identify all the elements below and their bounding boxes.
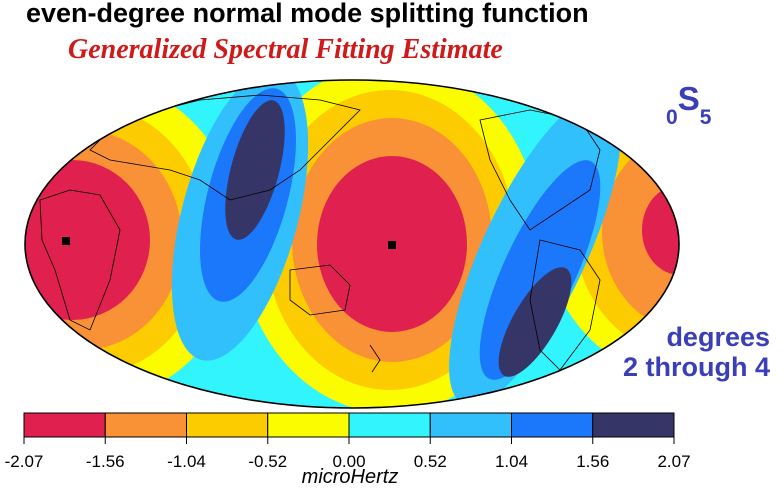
figure-title: even-degree normal mode splitting functi… xyxy=(26,0,589,28)
colorbar xyxy=(23,412,675,444)
colorbar-swatch xyxy=(429,412,512,438)
mode-degree: 5 xyxy=(699,106,712,129)
coastlines xyxy=(39,94,601,373)
degrees-note-line1: degrees xyxy=(666,322,770,352)
colorbar-swatch xyxy=(186,412,269,438)
colorbar-tick-label: 1.56 xyxy=(576,452,610,471)
map-border xyxy=(24,79,680,409)
figure-subtitle: Generalized Spectral Fitting Estimate xyxy=(68,34,503,65)
colorbar-swatch xyxy=(23,412,106,438)
colorbar-tick-label: -1.56 xyxy=(85,452,125,471)
mode-label: 0S5 xyxy=(666,80,711,129)
colorbar-unit-label: microHertz xyxy=(301,466,399,488)
colorbar-tick-label: 0.00 xyxy=(332,452,366,471)
mode-overtone: 0 xyxy=(666,106,678,129)
max-marker-2 xyxy=(388,241,396,249)
colorbar-tick-label: -0.52 xyxy=(248,452,288,471)
degrees-note-line2: 2 through 4 xyxy=(623,352,770,382)
colorbar-swatch xyxy=(104,412,187,438)
max-marker-1 xyxy=(62,237,70,245)
mode-type: S xyxy=(677,80,700,117)
colorbar-tick-label: 2.07 xyxy=(657,452,691,471)
colorbar-tick-label: 1.04 xyxy=(494,452,529,471)
colorbar-swatch xyxy=(348,412,431,438)
colorbar-swatch xyxy=(267,412,350,438)
colorbar-tick-label: 0.52 xyxy=(413,452,447,471)
colorbar-swatch xyxy=(511,412,594,438)
degrees-note: degrees 2 through 4 xyxy=(623,322,770,382)
colorbar-tick-label: -2.07 xyxy=(4,452,44,471)
colorbar-tick-label: -1.04 xyxy=(167,452,206,471)
colorbar-swatch xyxy=(592,412,675,438)
